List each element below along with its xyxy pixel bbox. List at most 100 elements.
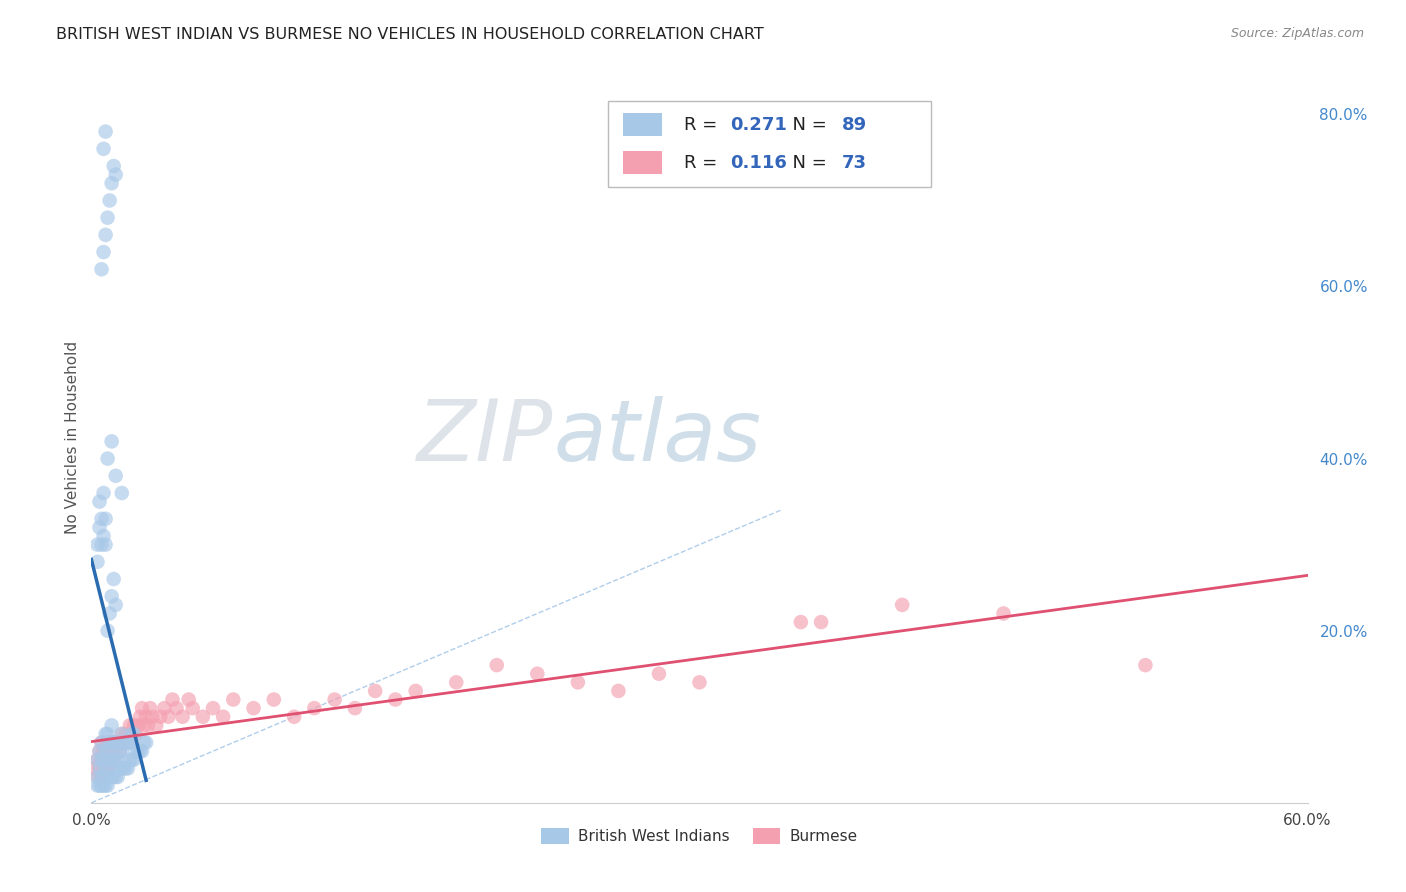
Point bbox=[191, 710, 214, 724]
Point bbox=[104, 744, 127, 758]
Point bbox=[141, 710, 163, 724]
Point bbox=[98, 753, 121, 767]
Point bbox=[103, 753, 125, 767]
Point bbox=[648, 666, 671, 681]
Point bbox=[94, 727, 117, 741]
Point bbox=[94, 761, 117, 775]
Text: 0.116: 0.116 bbox=[730, 153, 787, 172]
Point bbox=[94, 779, 117, 793]
Point bbox=[131, 701, 153, 715]
Point bbox=[810, 615, 832, 629]
Point bbox=[157, 710, 180, 724]
Point bbox=[86, 753, 108, 767]
Point bbox=[177, 692, 200, 706]
Point bbox=[90, 753, 112, 767]
Point bbox=[89, 761, 111, 775]
Point bbox=[90, 735, 112, 749]
Text: 0.271: 0.271 bbox=[730, 116, 787, 134]
Point bbox=[135, 735, 157, 749]
Point bbox=[127, 744, 149, 758]
Point bbox=[118, 753, 141, 767]
Point bbox=[89, 744, 111, 758]
Y-axis label: No Vehicles in Household: No Vehicles in Household bbox=[65, 341, 80, 533]
Point bbox=[242, 701, 264, 715]
Text: BRITISH WEST INDIAN VS BURMESE NO VEHICLES IN HOUSEHOLD CORRELATION CHART: BRITISH WEST INDIAN VS BURMESE NO VEHICL… bbox=[56, 27, 763, 42]
Point bbox=[94, 227, 117, 242]
Point bbox=[100, 735, 122, 749]
Point bbox=[117, 735, 139, 749]
Point bbox=[111, 727, 134, 741]
Point bbox=[122, 727, 145, 741]
Point bbox=[93, 486, 115, 500]
Point bbox=[384, 692, 406, 706]
Point bbox=[115, 727, 138, 741]
Point bbox=[86, 538, 108, 552]
Point bbox=[364, 684, 387, 698]
Point bbox=[94, 744, 117, 758]
Text: 73: 73 bbox=[842, 153, 866, 172]
Point bbox=[103, 753, 125, 767]
Point bbox=[145, 718, 167, 732]
Point bbox=[93, 744, 115, 758]
Point bbox=[118, 735, 141, 749]
Text: R =: R = bbox=[683, 116, 723, 134]
Point bbox=[166, 701, 188, 715]
Point bbox=[93, 529, 115, 543]
Point bbox=[93, 761, 115, 775]
Point bbox=[122, 753, 145, 767]
Point bbox=[97, 735, 120, 749]
Point bbox=[86, 555, 108, 569]
Point bbox=[100, 753, 122, 767]
Text: ZIP: ZIP bbox=[418, 395, 554, 479]
Text: N =: N = bbox=[780, 116, 832, 134]
Point bbox=[108, 744, 131, 758]
Point bbox=[107, 735, 129, 749]
Point bbox=[129, 744, 152, 758]
Point bbox=[444, 675, 467, 690]
Point bbox=[111, 486, 134, 500]
Point bbox=[132, 735, 155, 749]
Point bbox=[97, 211, 120, 225]
Point bbox=[107, 735, 129, 749]
Point bbox=[100, 434, 122, 449]
Point bbox=[98, 735, 121, 749]
Point bbox=[90, 753, 112, 767]
Text: N =: N = bbox=[780, 153, 832, 172]
Point bbox=[222, 692, 245, 706]
Legend: British West Indians, Burmese: British West Indians, Burmese bbox=[536, 822, 863, 850]
Point bbox=[121, 727, 143, 741]
Point bbox=[1135, 658, 1157, 673]
Point bbox=[104, 753, 127, 767]
Point bbox=[90, 735, 112, 749]
Point bbox=[162, 692, 184, 706]
Point bbox=[93, 770, 115, 784]
Point bbox=[790, 615, 813, 629]
Point bbox=[90, 770, 112, 784]
Point bbox=[202, 701, 225, 715]
Point bbox=[100, 718, 122, 732]
Point bbox=[111, 727, 134, 741]
Point bbox=[485, 658, 508, 673]
Point bbox=[90, 770, 112, 784]
Point bbox=[97, 624, 120, 638]
Point bbox=[115, 735, 138, 749]
Point bbox=[405, 684, 427, 698]
Point bbox=[94, 744, 117, 758]
Point bbox=[97, 727, 120, 741]
Point bbox=[607, 684, 630, 698]
Point bbox=[112, 735, 135, 749]
Point bbox=[89, 744, 111, 758]
Point bbox=[94, 538, 117, 552]
Point bbox=[112, 735, 135, 749]
Point bbox=[93, 142, 115, 156]
Point bbox=[89, 494, 111, 508]
Point bbox=[136, 718, 159, 732]
Point bbox=[111, 761, 134, 775]
Point bbox=[112, 761, 135, 775]
Point bbox=[304, 701, 326, 715]
Text: R =: R = bbox=[683, 153, 723, 172]
Point bbox=[98, 607, 121, 621]
Point bbox=[125, 727, 148, 741]
Point bbox=[100, 589, 122, 603]
Point bbox=[283, 710, 305, 724]
